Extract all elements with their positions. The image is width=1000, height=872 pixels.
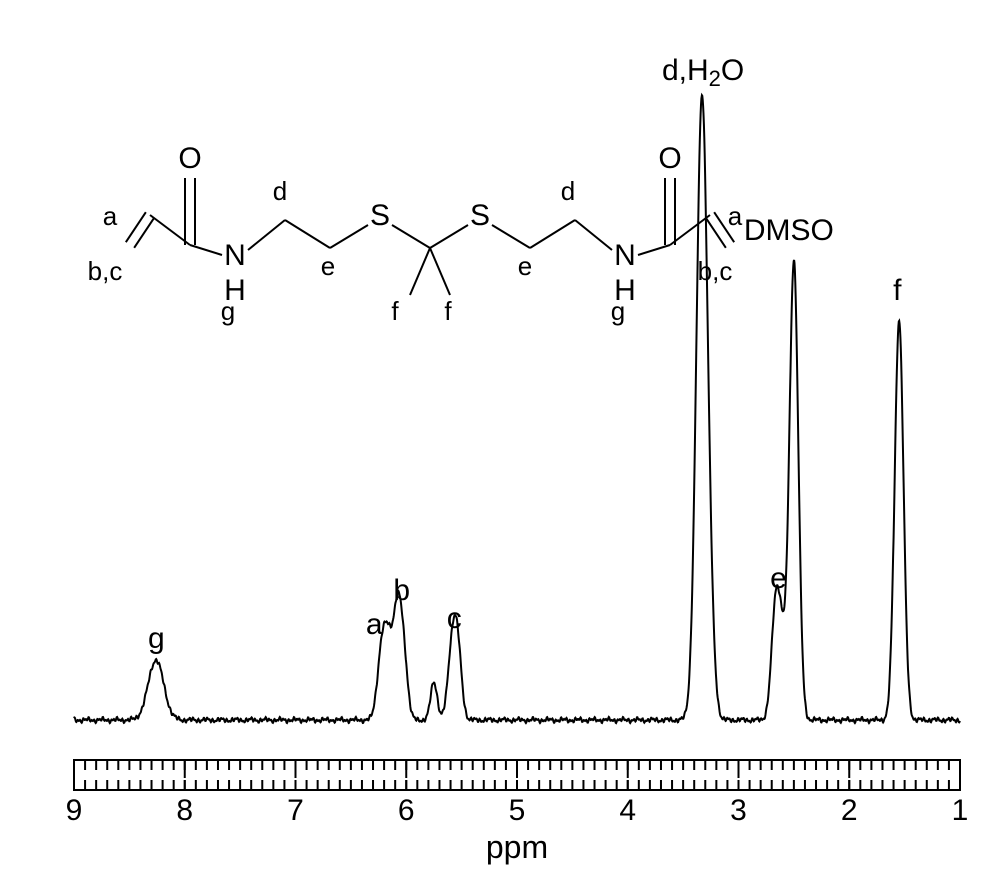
peak-label-f: f bbox=[893, 274, 902, 307]
mol-proton-label: e bbox=[518, 251, 532, 281]
x-tick-label: 1 bbox=[952, 794, 969, 827]
mol-bond bbox=[190, 245, 222, 255]
x-tick-label: 7 bbox=[287, 794, 304, 827]
mol-bond bbox=[126, 212, 146, 242]
mol-bond bbox=[285, 220, 330, 248]
mol-bond bbox=[638, 245, 670, 255]
peak-label-a: a bbox=[366, 608, 383, 641]
mol-atom-O2: O bbox=[658, 142, 681, 175]
mol-proton-label: g bbox=[611, 296, 625, 326]
mol-bond bbox=[530, 220, 575, 248]
mol-bond bbox=[410, 248, 430, 295]
x-tick-label: 5 bbox=[509, 794, 526, 827]
mol-bond bbox=[575, 220, 612, 250]
mol-bond bbox=[430, 248, 450, 295]
peak-label-e: e bbox=[770, 562, 787, 595]
peak-label-c: c bbox=[447, 602, 462, 635]
nmr-figure: 987654321ppmgabcd,H2OeDMSOfONHSSNHOab,cd… bbox=[0, 0, 1000, 867]
mol-bond bbox=[330, 225, 368, 248]
x-tick-label: 3 bbox=[730, 794, 747, 827]
x-tick-label: 6 bbox=[398, 794, 415, 827]
x-tick-label: 8 bbox=[176, 794, 193, 827]
mol-proton-label: g bbox=[221, 296, 235, 326]
figure-svg: 987654321ppmgabcd,H2OeDMSOfONHSSNHOab,cd… bbox=[0, 0, 1000, 867]
peak-label-b: b bbox=[393, 574, 410, 607]
mol-atom-S1: S bbox=[370, 199, 390, 232]
mol-proton-label: b,c bbox=[698, 256, 733, 286]
x-tick-label: 2 bbox=[841, 794, 858, 827]
mol-proton-label: a bbox=[103, 201, 118, 231]
mol-bond bbox=[134, 218, 154, 248]
mol-atom-S2: S bbox=[470, 199, 490, 232]
mol-atom-N1: N bbox=[224, 239, 246, 272]
mol-proton-label: b,c bbox=[88, 256, 123, 286]
mol-proton-label: d bbox=[561, 176, 575, 206]
peak-label-g: g bbox=[148, 622, 165, 655]
x-tick-label: 4 bbox=[619, 794, 636, 827]
nmr-spectrum-trace bbox=[74, 95, 960, 723]
mol-bond bbox=[430, 225, 468, 248]
mol-bond bbox=[706, 218, 726, 248]
mol-proton-label: e bbox=[321, 251, 335, 281]
mol-proton-label: a bbox=[728, 201, 743, 231]
peak-label-d: d,H2O bbox=[662, 54, 744, 91]
mol-proton-label: f bbox=[444, 296, 452, 326]
x-tick-label: 9 bbox=[66, 794, 83, 827]
x-axis-label: ppm bbox=[486, 829, 548, 865]
mol-proton-label: f bbox=[391, 296, 399, 326]
mol-bond bbox=[392, 225, 430, 248]
mol-atom-N2: N bbox=[614, 239, 636, 272]
mol-atom-O1: O bbox=[178, 142, 201, 175]
mol-proton-label: d bbox=[273, 176, 287, 206]
peak-label-dmso: DMSO bbox=[744, 214, 834, 247]
mol-bond bbox=[492, 225, 530, 248]
mol-bond bbox=[248, 220, 285, 250]
